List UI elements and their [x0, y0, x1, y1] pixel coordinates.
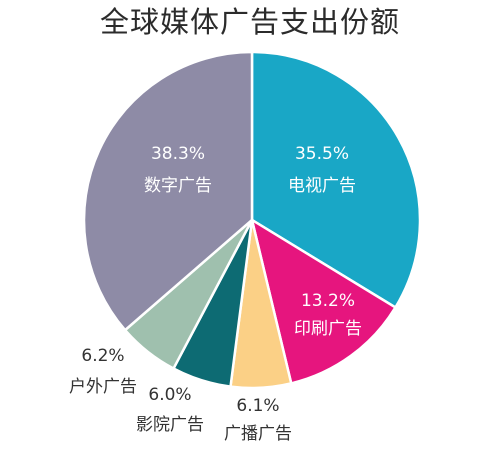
slice-category-label: 影院广告: [136, 415, 204, 435]
slice-category-label: 户外广告: [69, 377, 137, 397]
pie-slice-2: [250, 218, 397, 385]
pie-slice-6: [82, 50, 254, 332]
slice-category-label: 电视广告: [288, 176, 356, 196]
slice-value-label: 35.5%: [295, 144, 349, 164]
pie-slice-1: [250, 50, 422, 309]
slice-value-label: 38.3%: [151, 144, 205, 164]
pie-labels: 35.5% 电视广告 13.2% 印刷广告 6.1% 广播广告 6.0% 影院广告 6.2% 户外…: [69, 144, 362, 444]
slice-value-label: 6.0%: [148, 385, 191, 405]
slice-value-label: 13.2%: [301, 291, 355, 311]
slice-value-label: 6.2%: [81, 346, 124, 366]
chart-title: 全球媒体广告支出份额: [99, 5, 400, 39]
slice-value-label: 6.1%: [236, 396, 279, 416]
slice-category-label: 印刷广告: [294, 319, 362, 339]
slice-category-label: 广播广告: [224, 424, 292, 444]
pie-slices: [82, 50, 422, 390]
slice-category-label: 数字广告: [144, 176, 212, 196]
